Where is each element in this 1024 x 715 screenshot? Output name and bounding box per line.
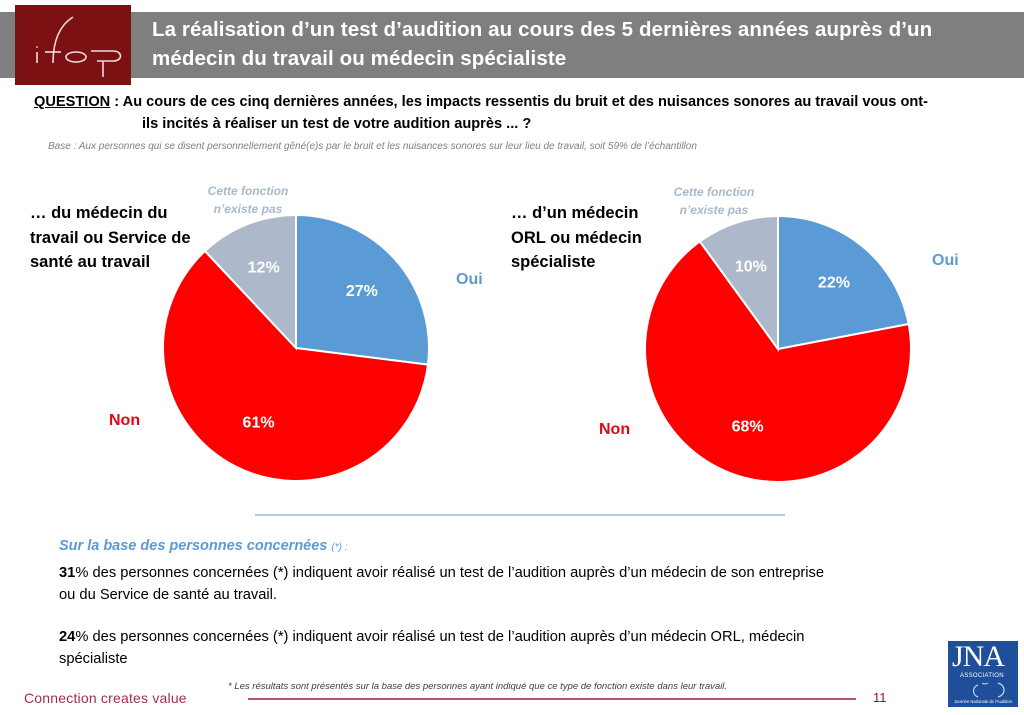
section-divider [255, 514, 785, 516]
summary-text: % des personnes concernées (*) indiquent… [75, 565, 825, 581]
pie2-data-label-non: 68% [732, 419, 764, 436]
pie2-na-category-label: Cette fonction n’existe pas [655, 183, 773, 219]
pie2-title-line: spécialiste [511, 253, 596, 271]
jna-logo-caption: Journée Nationale de l'Audition [954, 699, 1012, 704]
question-line1: Au cours de ces cinq dernières années, l… [122, 94, 929, 110]
ifop-logo-mark [36, 16, 122, 77]
summary-text: spécialiste [59, 650, 128, 667]
summary-text: % des personnes concernées (*) indiquent… [75, 629, 805, 645]
pie1-na-label-line: Cette fonction [207, 184, 289, 198]
page-number: 11 [873, 690, 887, 705]
pie1-title-line: … du médecin du [30, 204, 168, 222]
pie1-title-line: travail ou Service de [30, 228, 191, 247]
pie1-slice-oui [295, 213, 430, 366]
question-line2: ils incités à réaliser un test de votre … [142, 116, 532, 132]
pie2-na-label-line: n’existe pas [679, 203, 749, 217]
pie2-slice-non [644, 240, 912, 483]
jna-logo: JNA ASSOCIATION Journée Nationale de l'A… [948, 641, 1018, 707]
tagline: Connection creates value [24, 690, 187, 706]
question-block: QUESTION : Au cours de ces cinq dernière… [34, 91, 994, 135]
pie1-data-label-na: 12% [248, 259, 280, 276]
ifop-logo: ifop [15, 5, 131, 85]
pie2-data-label-oui: 22% [818, 274, 850, 291]
pie1-data-label-oui: 27% [346, 283, 378, 300]
jna-logo-main: JNA [952, 640, 1005, 673]
pie1-slice-non [162, 249, 430, 482]
question-separator: : [110, 94, 123, 110]
summary-item: 31% des personnes concernées (*) indique… [59, 563, 939, 606]
pie2-na-label-line: Cette fonction [673, 185, 755, 199]
pie2-data-label-na: 10% [735, 259, 767, 276]
summary-text: ou du Service de santé au travail. [59, 586, 277, 603]
pie2-title-line: ORL ou médecin [511, 228, 642, 247]
summary-value: 24 [59, 629, 76, 645]
footnote: * Les résultats sont présentés sur la ba… [228, 681, 728, 692]
pie2-title: … d’un médecin ORL ou médecin spécialist… [511, 201, 642, 275]
pie1-non-category-label: Non [109, 412, 141, 429]
summary-heading: Sur la base des personnes concernées (*)… [59, 538, 348, 554]
summary-value: 31 [59, 565, 76, 581]
pie2-oui-category-label: Oui [932, 252, 959, 269]
ear-icon [972, 682, 1005, 698]
jna-logo-sub: ASSOCIATION [960, 673, 1004, 679]
pie1-na-category-label: Cette fonction n’existe pas [188, 182, 308, 218]
pie1-title: … du médecin du travail ou Service de sa… [30, 201, 191, 275]
pie1-data-label-non: 61% [243, 414, 275, 431]
pie2-title-line: … d’un médecin [511, 204, 639, 222]
summary-item: 24% des personnes concernées (*) indique… [59, 627, 939, 670]
title-banner [0, 12, 1024, 78]
pie1-slice-na [203, 213, 297, 351]
base-note: Base : Aux personnes qui se disent perso… [48, 141, 697, 152]
footer-rule [248, 698, 856, 700]
summary-heading-star: (*) : [331, 542, 348, 553]
pie2-slice-oui [777, 214, 910, 351]
pie2-slice-na [698, 214, 779, 353]
pie1-na-label-line: n’existe pas [213, 202, 283, 216]
pie1-title-line: santé au travail [30, 253, 151, 271]
page-title: La réalisation d’un test d’audition au c… [152, 18, 933, 70]
question-label: QUESTION [34, 94, 111, 110]
pie1-oui-category-label: Oui [456, 271, 483, 288]
summary-heading-text: Sur la base des personnes concernées [59, 538, 328, 554]
pie2-non-category-label: Non [599, 421, 631, 438]
